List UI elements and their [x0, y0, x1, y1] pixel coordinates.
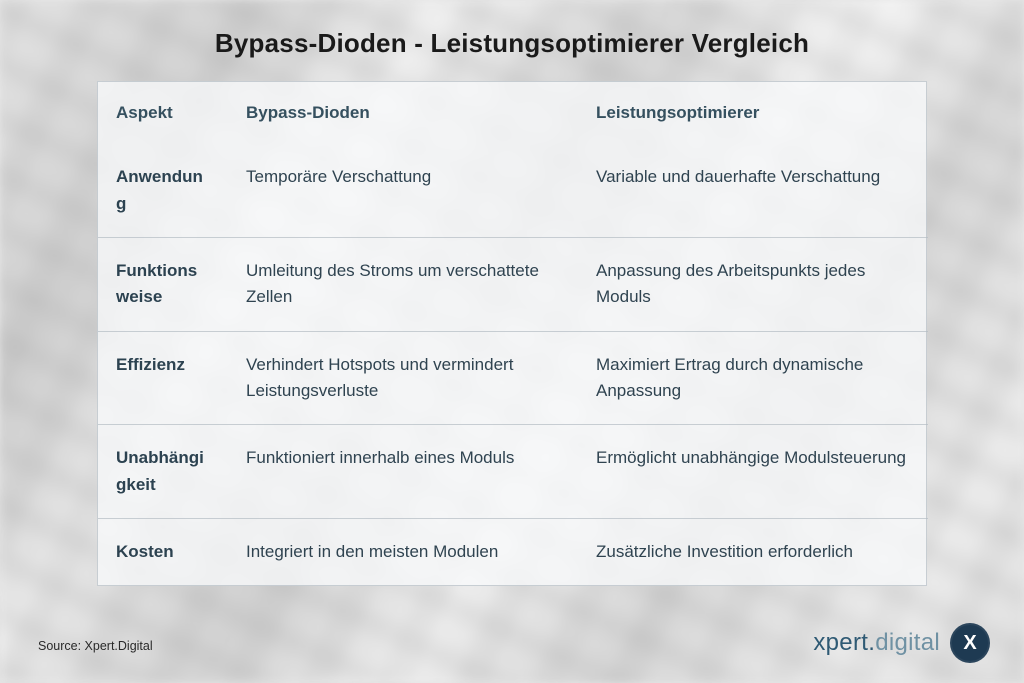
brand-wordmark: xpert.digital	[813, 629, 940, 657]
footer: Source: Xpert.Digital xpert.digital X	[0, 613, 1024, 683]
table-row: Effizienz Verhindert Hotspots und vermin…	[98, 331, 928, 425]
comparison-table: Aspekt Bypass-Dioden Leistungsoptimierer…	[98, 82, 928, 585]
row-header: Funktionsw­eise	[98, 238, 228, 332]
brand-logo: xpert.digital X	[813, 623, 990, 663]
brand-text-digital: digital	[875, 629, 940, 656]
cell: Anpassung des Arbeitspunkts jedes Moduls	[578, 238, 928, 332]
row-header: Effizienz	[98, 331, 228, 425]
cell: Integriert in den meisten Modulen	[228, 519, 578, 586]
col-header-optimierer: Leistungsoptimierer	[578, 82, 928, 144]
cell: Zusätzliche Investition erforderlich	[578, 519, 928, 586]
content-stage: Bypass-Dioden - Leistungsoptimierer Verg…	[0, 0, 1024, 683]
cell: Temporäre Verschattung	[228, 144, 578, 237]
cell: Verhindert Hotspots und vermindert Leist…	[228, 331, 578, 425]
table-row: Kosten Integriert in den meisten Modulen…	[98, 519, 928, 586]
cell: Funktioniert innerhalb eines Moduls	[228, 425, 578, 519]
table-row: Funktionsw­eise Umleitung des Stroms um …	[98, 238, 928, 332]
table-row: Unabhängig­keit Funktioniert innerhalb e…	[98, 425, 928, 519]
brand-text-xpert: xpert	[813, 629, 868, 656]
cell: Maximiert Ertrag durch dynamische Anpass…	[578, 331, 928, 425]
cell: Variable und dauerhafte Verschattung	[578, 144, 928, 237]
col-header-bypass: Bypass-Dioden	[228, 82, 578, 144]
col-header-aspekt: Aspekt	[98, 82, 228, 144]
cell: Umleitung des Stroms um verschattete Zel…	[228, 238, 578, 332]
comparison-table-container: Aspekt Bypass-Dioden Leistungsoptimierer…	[97, 81, 927, 586]
page-title: Bypass-Dioden - Leistungsoptimierer Verg…	[215, 28, 809, 59]
source-attribution: Source: Xpert.Digital	[38, 639, 153, 653]
cell: Ermöglicht unabhängige Modulsteuerung	[578, 425, 928, 519]
row-header: Kosten	[98, 519, 228, 586]
row-header: Anwendung	[98, 144, 228, 237]
brand-badge-icon: X	[950, 623, 990, 663]
table-header-row: Aspekt Bypass-Dioden Leistungsoptimierer	[98, 82, 928, 144]
row-header: Unabhängig­keit	[98, 425, 228, 519]
table-row: Anwendung Temporäre Verschattung Variabl…	[98, 144, 928, 237]
